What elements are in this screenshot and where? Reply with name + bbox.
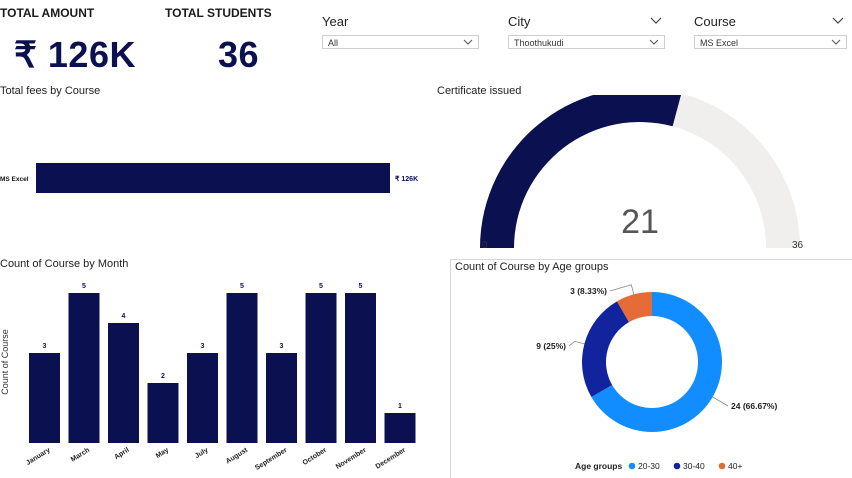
month-bar (108, 323, 139, 443)
chevron-down-icon (463, 39, 473, 45)
age-chart: 24 (66.67%) 9 (25%) 3 (8.33%) Age groups 20-… (536, 284, 777, 471)
age-legend-item[interactable]: 20-30 (638, 461, 660, 471)
chevron-down-icon (831, 39, 841, 45)
month-tick-label: December (375, 447, 408, 471)
month-tick-label: September (254, 447, 289, 472)
month-bar (266, 353, 297, 443)
total-amount-title: TOTAL AMOUNT (0, 6, 95, 20)
month-tick-label: May (155, 447, 170, 460)
age-data-label: 9 (25%) (536, 341, 566, 351)
month-tick-label: March (70, 447, 91, 464)
age-data-label: 24 (66.67%) (731, 401, 777, 411)
total-amount-value: ₹ 126K (14, 34, 136, 75)
month-data-label: 1 (398, 403, 402, 410)
gauge-max-label: 36 (792, 240, 804, 251)
month-data-label: 3 (43, 343, 47, 350)
gauge-value-label: 21 (621, 203, 659, 241)
gauge-value-arc (480, 95, 681, 248)
age-data-label: 3 (8.33%) (570, 286, 607, 296)
age-slice (617, 292, 652, 323)
month-data-label: 2 (161, 373, 165, 380)
age-legend-item[interactable]: 30-40 (683, 461, 705, 471)
month-data-label: 3 (201, 343, 205, 350)
year-dropdown[interactable]: All (322, 35, 479, 49)
age-legend-marker (673, 462, 681, 470)
month-y-axis-label: Count of Course (0, 329, 10, 395)
chevron-down-icon[interactable] (832, 16, 844, 25)
course-dropdown-value: MS Excel (700, 38, 739, 48)
month-chart: Count of Course 3 January 5 March 4 April 2 May… (0, 283, 416, 472)
city-slicer-title: City (508, 14, 531, 29)
course-dropdown[interactable]: MS Excel (694, 35, 847, 49)
total-students-value: 36 (218, 34, 260, 75)
chevron-down-icon (649, 39, 659, 45)
fees-bar (36, 163, 390, 193)
month-data-label: 5 (240, 283, 244, 290)
month-tick-label: August (225, 446, 250, 465)
month-tick-label: July (194, 447, 210, 460)
month-tick-label: November (335, 447, 368, 471)
age-leader-line (568, 340, 585, 347)
course-slicer: Course MS Excel (694, 14, 847, 49)
total-students-title: TOTAL STUDENTS (165, 6, 272, 20)
age-legend-item[interactable]: 40+ (728, 461, 742, 471)
fees-category-label: MS Excel (0, 176, 29, 183)
city-slicer: City Thoothukudi (508, 14, 665, 49)
city-dropdown[interactable]: Thoothukudi (508, 35, 665, 49)
month-bar (384, 413, 416, 443)
month-bar (147, 383, 179, 443)
month-data-label: 5 (319, 283, 323, 290)
month-bar (187, 353, 218, 443)
course-slicer-title: Course (694, 14, 736, 29)
year-slicer: Year All (322, 14, 479, 49)
fees-data-label: ₹ 126K (395, 175, 418, 183)
age-chart-title: Count of Course by Age groups (455, 261, 609, 273)
fees-chart: MS Excel ₹ 126K (0, 163, 418, 193)
month-bar (29, 353, 60, 443)
gauge-min-label: 0 (482, 240, 488, 251)
month-bar (226, 293, 258, 443)
age-legend-marker (628, 462, 636, 470)
age-chart-container (450, 259, 852, 478)
year-dropdown-value: All (328, 38, 339, 48)
month-tick-label: October (302, 447, 329, 467)
chevron-down-icon[interactable] (650, 16, 662, 25)
month-chart-title: Count of Course by Month (0, 258, 129, 270)
age-slice (591, 292, 722, 432)
year-slicer-title: Year (322, 14, 349, 29)
month-tick-label: April (113, 447, 130, 461)
age-legend-marker (718, 462, 726, 470)
month-data-label: 5 (359, 283, 363, 290)
month-bar (68, 293, 100, 443)
month-tick-label: January (25, 447, 52, 467)
gauge-chart: 21 0 36 (480, 95, 804, 251)
gauge-title: Certificate issued (437, 85, 522, 97)
month-bar (305, 293, 337, 443)
month-bar (345, 293, 376, 443)
age-leader-line (609, 284, 635, 295)
age-legend-title: Age groups (575, 461, 622, 471)
month-data-label: 4 (122, 313, 126, 320)
age-slice (582, 301, 629, 397)
fees-chart-title: Total fees by Course (0, 85, 101, 97)
city-dropdown-value: Thoothukudi (514, 38, 564, 48)
month-data-label: 5 (82, 283, 86, 290)
month-data-label: 3 (280, 343, 284, 350)
age-leader-line (712, 396, 729, 407)
